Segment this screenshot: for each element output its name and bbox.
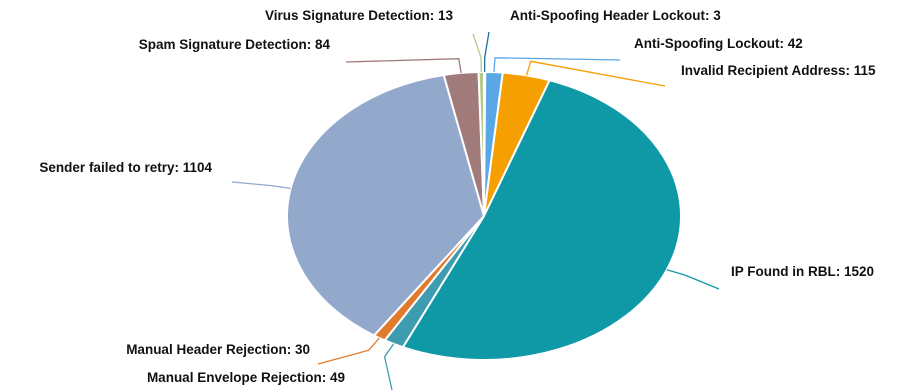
data-label-anti-spoofing-lockout: Anti-Spoofing Lockout: 42 (634, 36, 803, 51)
leader-line-anti-spoofing-header-lockout (483, 31, 490, 73)
leader-line-manual-envelope-rejection (383, 343, 395, 391)
data-label-ip-found-in-rbl: IP Found in RBL: 1520 (731, 264, 874, 279)
data-label-virus-signature-detection: Virus Signature Detection: 13 (265, 8, 454, 23)
data-label-invalid-recipient-address: Invalid Recipient Address: 115 (681, 63, 876, 78)
leader-line-virus-signature-detection (472, 33, 482, 73)
data-label-spam-signature-detection: Spam Signature Detection: 84 (139, 37, 331, 52)
pie-slice-virus-signature-detection (477, 70, 485, 217)
data-label-anti-spoofing-header-lockout: Anti-Spoofing Header Lockout: 3 (510, 8, 721, 23)
data-label-manual-envelope-rejection: Manual Envelope Rejection: 49 (147, 370, 345, 385)
leader-line-sender-failed-to-retry (231, 181, 291, 190)
data-label-sender-failed-to-retry: Sender failed to retry: 1104 (39, 160, 212, 175)
leader-line-ip-found-in-rbl (666, 269, 720, 290)
leader-line-manual-header-rejection (317, 337, 380, 365)
data-label-manual-header-rejection: Manual Header Rejection: 30 (126, 342, 310, 357)
pie-slice-ip-found-in-rbl (401, 79, 683, 361)
leader-line-anti-spoofing-lockout (493, 57, 621, 73)
leader-line-spam-signature-detection (345, 58, 462, 74)
leader-line-invalid-recipient-address (525, 60, 666, 87)
